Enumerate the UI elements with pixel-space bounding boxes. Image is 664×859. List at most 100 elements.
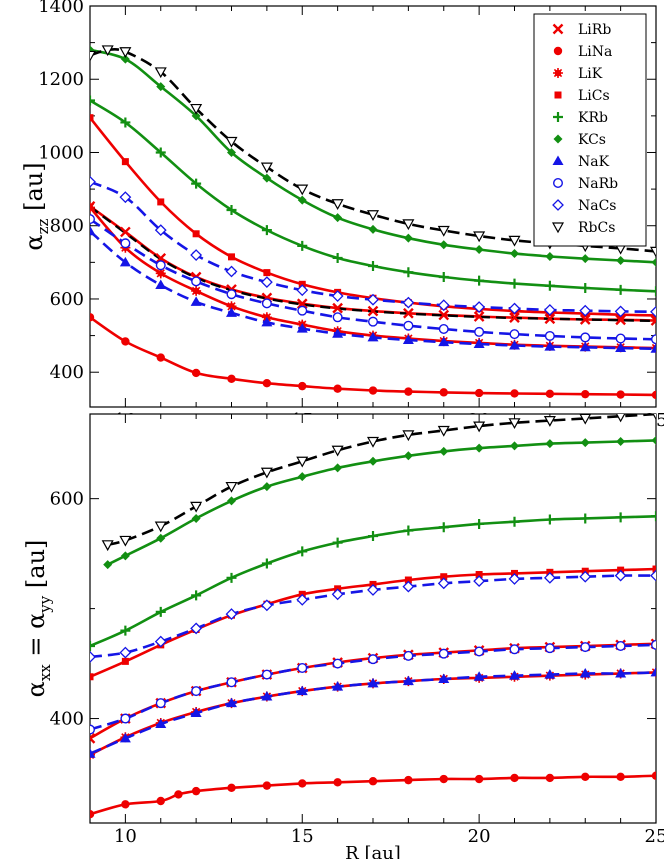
- bottom-point-kcs: [191, 513, 201, 523]
- bottom-point-lina: [651, 771, 656, 780]
- bottom-point-kcs: [403, 451, 413, 461]
- top-point-lina: [90, 313, 95, 322]
- top-point-nak: [261, 316, 273, 327]
- top-point-narb: [297, 305, 308, 316]
- top-point-lik: [155, 268, 166, 279]
- bottom-point-nacs: [296, 593, 309, 606]
- bottom-point-lina: [90, 810, 95, 819]
- legend-marker-nak: [552, 155, 564, 165]
- top-point-krb: [155, 147, 166, 158]
- top-point-lik: [226, 301, 237, 312]
- top-series-narb: [90, 214, 656, 345]
- top-point-lirb: [120, 226, 131, 238]
- bottom-point-rbcs: [260, 467, 273, 479]
- bottom-point-krb: [297, 546, 308, 557]
- top-point-rbcs: [366, 210, 380, 221]
- top-point-lina: [404, 387, 413, 396]
- top-point-narb: [191, 276, 202, 287]
- legend-label-kcs: KCs: [578, 132, 606, 148]
- bottom-series-lina: [90, 771, 656, 819]
- top-point-nak: [367, 331, 379, 342]
- top-point-krb: [226, 204, 237, 215]
- bottom-series-nak: [90, 666, 656, 758]
- bottom-point-narb: [438, 648, 449, 659]
- legend-marker-lirb: [552, 23, 564, 35]
- top-point-nak: [650, 343, 656, 353]
- bottom-point-lics: [440, 573, 448, 581]
- legend-label-nacs: NaCs: [578, 198, 617, 214]
- bottom-point-lina: [404, 775, 413, 785]
- bottom-point-lina: [368, 777, 378, 786]
- bottom-point-kcs: [333, 463, 343, 473]
- top-point-nacs: [154, 224, 167, 237]
- top-point-lirb: [438, 309, 450, 321]
- bottom-line-rbcs: [107, 414, 656, 547]
- top-point-kcs: [651, 257, 656, 267]
- top-point-nacs: [225, 265, 238, 278]
- bottom-point-nacs: [331, 588, 344, 601]
- bottom-point-nak: [402, 675, 414, 686]
- legend-label-lina: LiNa: [578, 44, 612, 60]
- top-point-nak: [402, 334, 414, 344]
- bottom-x-tick-label: 15: [291, 826, 314, 847]
- bottom-series-rbcs: [101, 414, 656, 552]
- bottom-point-lina: [474, 774, 484, 784]
- top-point-krb: [191, 178, 202, 189]
- bottom-point-lina: [616, 772, 625, 782]
- legend-marker-lina: [553, 46, 563, 56]
- top-y-axis-label: αzz [au]: [20, 162, 52, 250]
- top-point-lina: [510, 389, 519, 398]
- bottom-point-nak: [90, 748, 96, 758]
- bottom-point-lina: [121, 800, 130, 809]
- legend-marker-lik: [553, 68, 563, 78]
- bottom-x-tick-label: 25: [645, 826, 664, 847]
- top-point-krb: [261, 225, 272, 236]
- top-point-krb: [544, 280, 555, 291]
- top-point-nacs: [90, 175, 96, 188]
- bottom-point-rbcs: [101, 540, 114, 552]
- top-point-rbcs: [296, 184, 309, 196]
- legend-marker-narb: [553, 177, 564, 188]
- bottom-point-rbcs: [296, 456, 309, 468]
- bottom-point-nak: [367, 677, 379, 688]
- top-point-nacs: [614, 305, 627, 318]
- top-point-lics: [192, 230, 200, 238]
- legend-marker-lics: [554, 91, 562, 99]
- bottom-point-kcs: [580, 438, 590, 448]
- bottom-point-lina: [227, 783, 236, 793]
- bottom-point-krb: [368, 531, 378, 542]
- top-point-rbcs: [90, 50, 97, 62]
- top-point-lina: [333, 384, 342, 393]
- top-series-kcs: [90, 45, 656, 267]
- top-point-krb: [509, 278, 520, 289]
- bottom-point-kcs: [368, 456, 378, 466]
- top-point-kcs: [333, 213, 343, 223]
- bottom-point-krb: [438, 522, 449, 533]
- bottom-point-kcs: [103, 560, 113, 570]
- top-point-rbcs: [190, 103, 203, 115]
- bottom-point-narb: [332, 658, 343, 669]
- bottom-point-krb: [226, 572, 237, 583]
- top-point-kcs: [368, 224, 378, 234]
- bottom-point-nacs: [154, 635, 167, 648]
- bottom-point-krb: [332, 537, 343, 548]
- legend-marker-kcs: [553, 134, 563, 144]
- bottom-point-nak: [509, 670, 520, 680]
- bottom-series-kcs: [103, 435, 656, 570]
- top-point-krb: [297, 240, 308, 251]
- top-point-rbcs: [154, 67, 167, 79]
- bottom-point-nacs: [579, 570, 592, 583]
- bottom-point-nak: [615, 667, 627, 678]
- top-point-krb: [474, 275, 485, 286]
- bottom-point-nacs: [367, 583, 379, 596]
- bottom-point-nacs: [190, 622, 203, 635]
- top-y-tick-label: 1400: [38, 0, 84, 17]
- bottom-point-narb: [615, 640, 626, 651]
- bottom-point-rbcs: [190, 501, 203, 513]
- bottom-point-krb: [90, 640, 95, 651]
- bottom-point-nacs: [119, 646, 132, 659]
- top-point-krb: [90, 95, 95, 106]
- bottom-point-nak: [473, 671, 485, 681]
- top-point-lina: [368, 386, 378, 395]
